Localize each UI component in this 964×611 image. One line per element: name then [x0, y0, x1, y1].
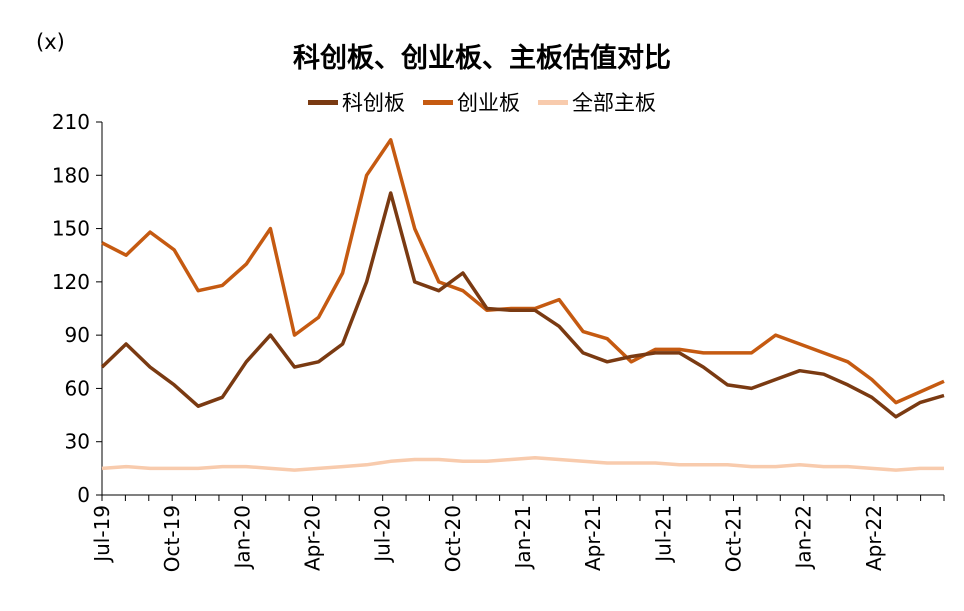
x-tick-label: Jul-20 [371, 505, 395, 564]
y-tick-label: 120 [52, 270, 90, 294]
x-tick-label: Oct-20 [441, 505, 465, 572]
y-tick-label: 0 [77, 483, 90, 507]
y-tick-label: 30 [65, 430, 90, 454]
legend-label-main-board: 全部主板 [572, 91, 656, 115]
x-tick-label: Jan-20 [230, 505, 254, 571]
y-tick-label: 210 [52, 110, 90, 134]
legend-swatch-star [308, 99, 338, 105]
x-tick-label: Jul-19 [90, 505, 114, 564]
y-tick-label: 60 [65, 376, 90, 400]
legend-item-chinext: 创业板 [423, 87, 520, 117]
legend-item-star: 科创板 [308, 87, 405, 117]
legend-label-star: 科创板 [342, 91, 405, 115]
x-tick-label: Apr-21 [581, 505, 605, 571]
series-line-0 [100, 191, 945, 419]
y-tick-label: 150 [52, 217, 90, 241]
x-tick-label: Oct-19 [160, 505, 184, 572]
x-tick-label: Apr-22 [862, 505, 886, 571]
x-tick-label: Oct-21 [722, 505, 746, 572]
legend-item-main-board: 全部主板 [538, 87, 656, 117]
y-unit-label: (x) [36, 30, 65, 54]
chart-title: 科创板、创业板、主板估值对比 [293, 43, 671, 74]
series-line-2 [101, 455, 944, 472]
legend: 科创板 创业板 全部主板 [0, 87, 964, 117]
x-tick-label: Jan-21 [511, 505, 535, 571]
legend-label-chinext: 创业板 [457, 91, 520, 115]
legend-swatch-chinext [423, 99, 453, 105]
y-tick-label: 90 [65, 323, 90, 347]
legend-swatch-main-board [538, 99, 568, 105]
x-tick-label: Jan-22 [792, 505, 816, 571]
x-tick-label: Apr-20 [301, 505, 325, 571]
x-tick-label: Jul-21 [651, 505, 675, 564]
y-tick-label: 180 [52, 163, 90, 187]
series-line-1 [101, 138, 945, 405]
